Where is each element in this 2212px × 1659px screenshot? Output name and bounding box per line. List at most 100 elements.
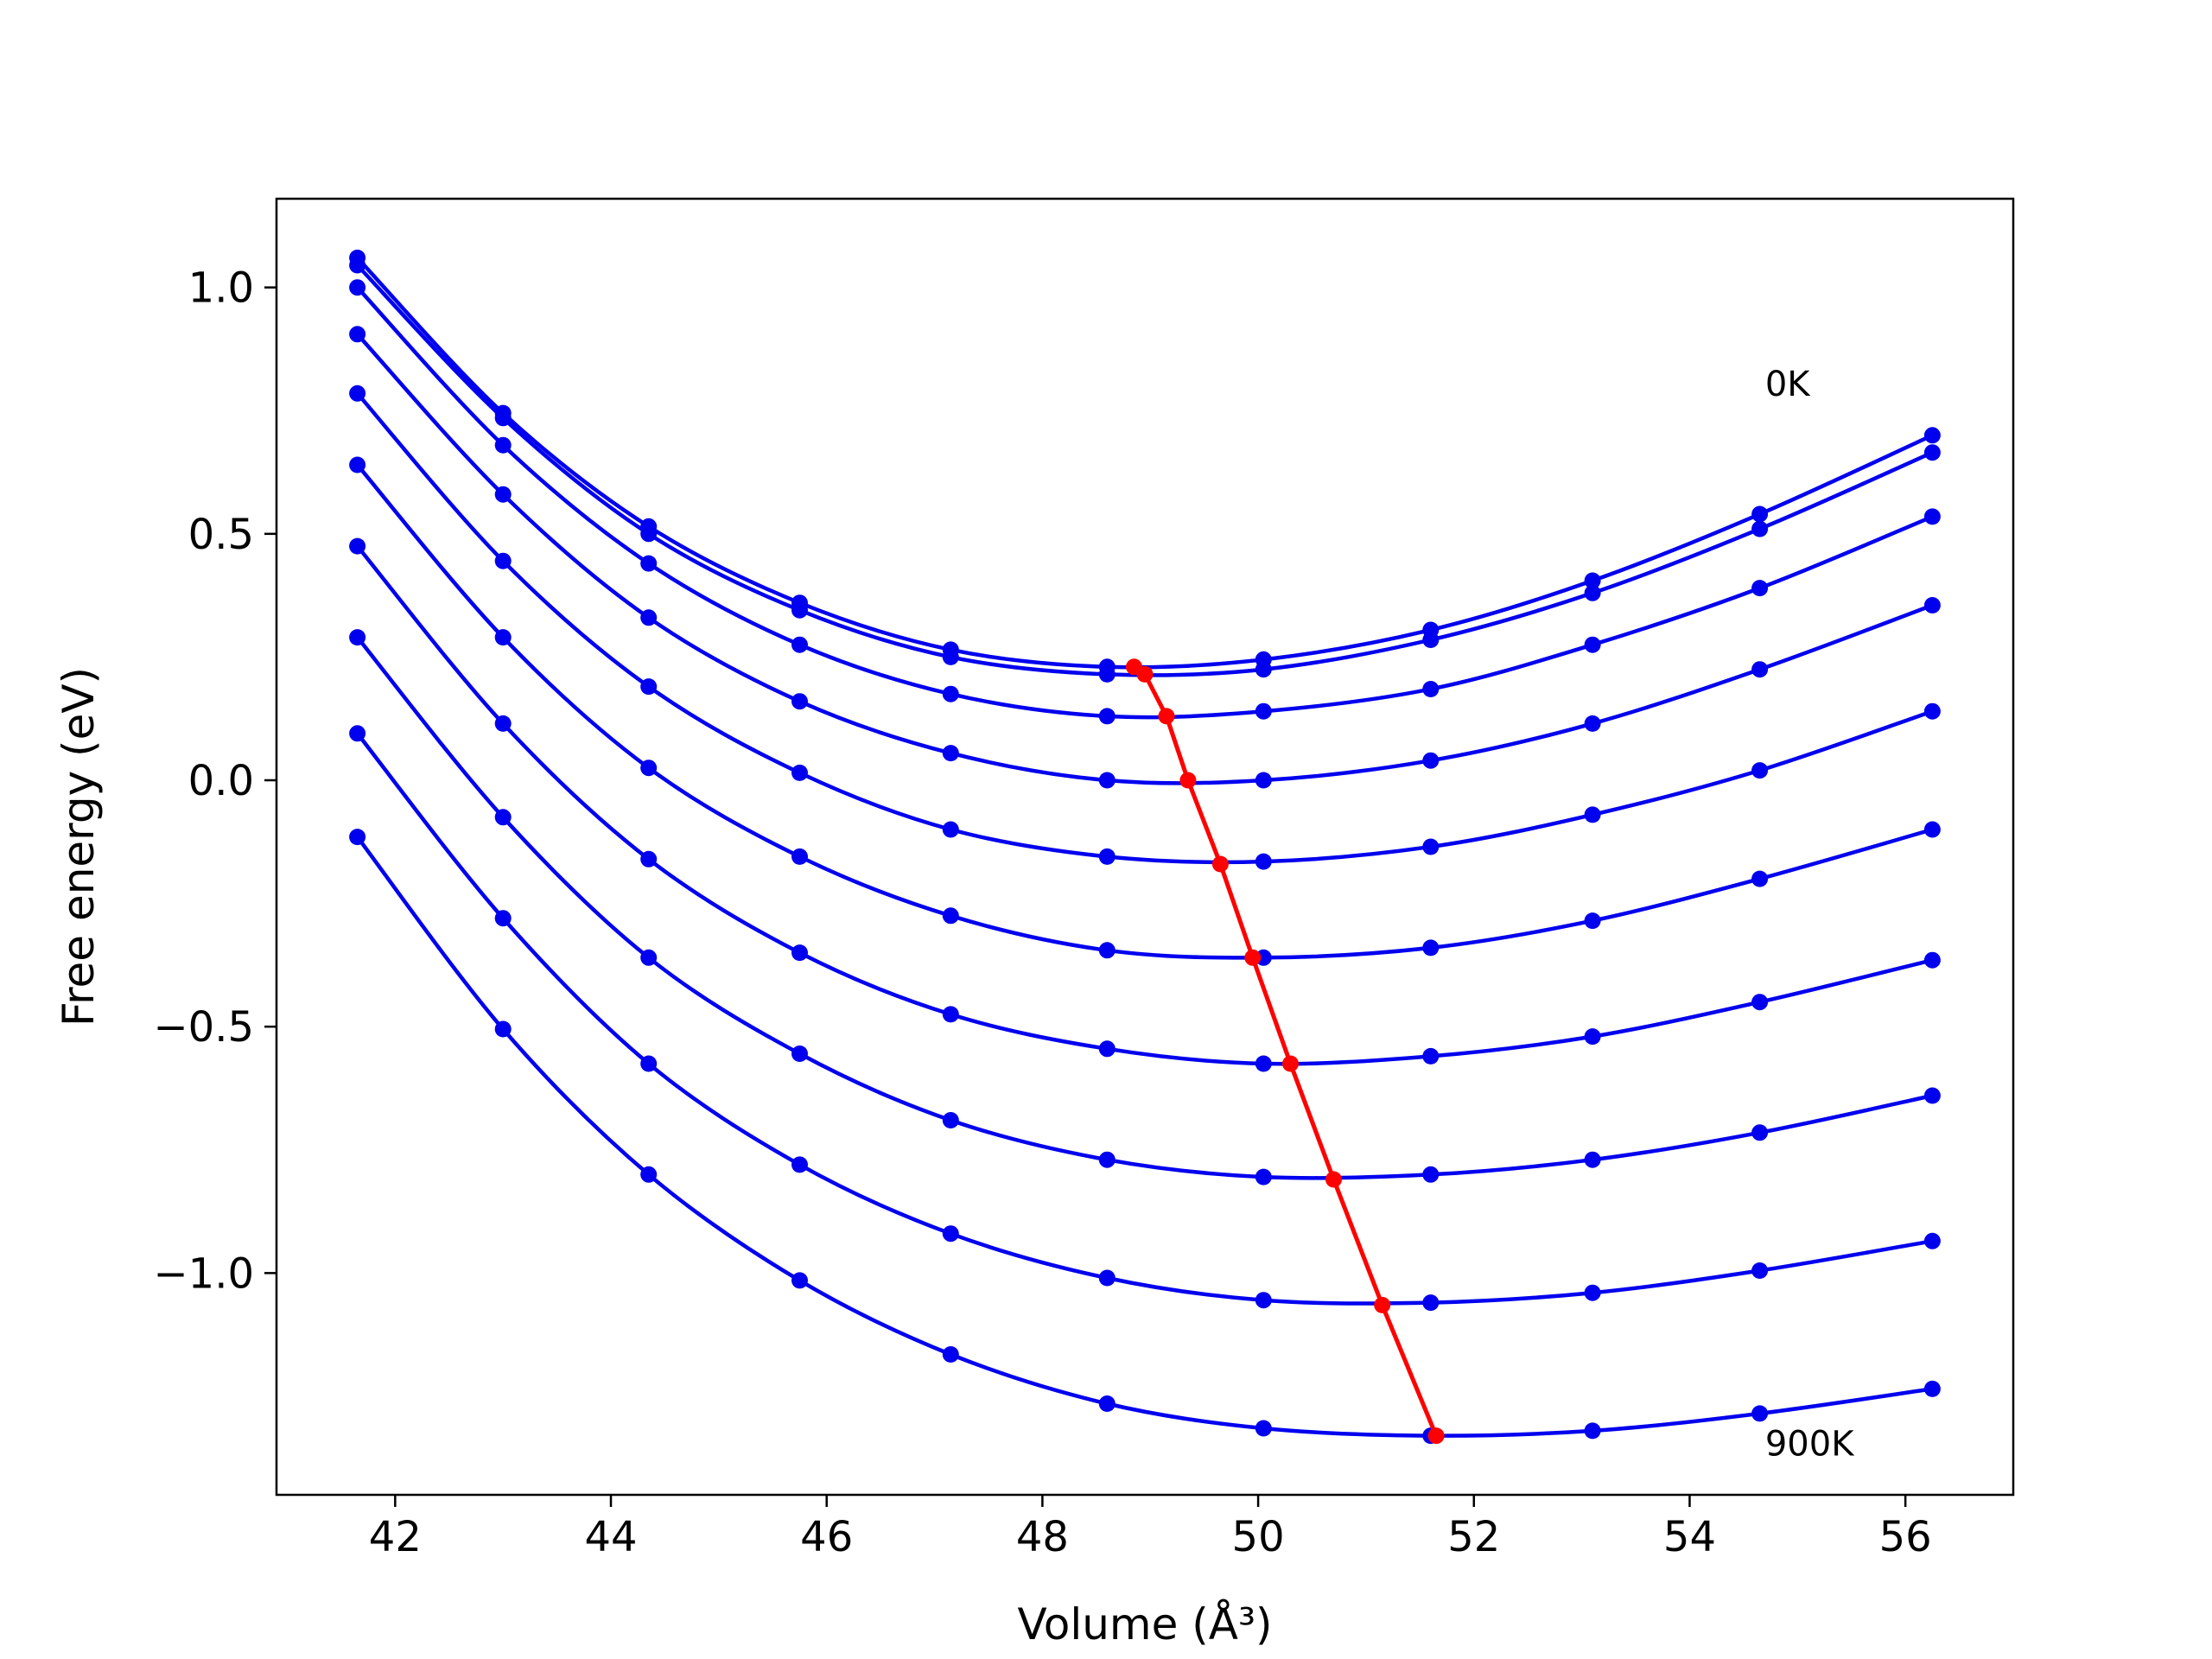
minimum-point-4 bbox=[1211, 855, 1229, 873]
data-point-5-8 bbox=[1584, 912, 1601, 930]
minimum-point-1 bbox=[1136, 665, 1154, 683]
data-point-9-9 bbox=[1751, 1405, 1769, 1422]
data-point-4-6 bbox=[1255, 853, 1272, 870]
data-point-3-6 bbox=[1255, 772, 1272, 789]
data-point-1-2 bbox=[640, 525, 658, 543]
data-point-8-2 bbox=[640, 1055, 658, 1072]
data-point-5-2 bbox=[640, 760, 658, 777]
data-point-8-5 bbox=[1098, 1269, 1116, 1287]
data-point-3-2 bbox=[640, 609, 658, 626]
minimum-point-9 bbox=[1427, 1427, 1445, 1445]
data-point-7-9 bbox=[1751, 1124, 1769, 1141]
data-point-6-7 bbox=[1422, 1047, 1440, 1065]
data-point-3-9 bbox=[1751, 661, 1769, 678]
y-tick-label-1: 0.5 bbox=[188, 511, 254, 559]
x-tick-label-0: 42 bbox=[369, 1513, 422, 1561]
x-tick-label-3: 48 bbox=[1016, 1513, 1069, 1561]
minimum-point-8 bbox=[1374, 1296, 1391, 1313]
data-point-6-10 bbox=[1923, 951, 1941, 969]
x-tick-label-7: 56 bbox=[1879, 1513, 1932, 1561]
series-curve-5 bbox=[355, 463, 1934, 960]
data-point-5-10 bbox=[1923, 821, 1941, 838]
data-point-0-8 bbox=[1584, 572, 1601, 589]
data-point-9-2 bbox=[640, 1166, 658, 1183]
data-point-8-9 bbox=[1751, 1262, 1769, 1279]
minima-trend-line bbox=[1133, 664, 1439, 1437]
minimum-point-6 bbox=[1282, 1055, 1299, 1072]
y-axis-ticks: 1.0 0.5 0.0 −0.5 −1.0 bbox=[153, 264, 276, 1298]
data-point-7-3 bbox=[791, 1046, 808, 1062]
data-point-7-5 bbox=[1098, 1151, 1116, 1168]
data-point-6-5 bbox=[1098, 1040, 1116, 1058]
data-point-9-5 bbox=[1098, 1395, 1116, 1412]
data-point-1-5 bbox=[1098, 665, 1116, 683]
data-point-6-3 bbox=[791, 944, 808, 962]
series-curves bbox=[355, 256, 1934, 1438]
data-point-5-9 bbox=[1751, 870, 1769, 887]
data-point-2-10 bbox=[1923, 508, 1941, 525]
data-point-6-4 bbox=[942, 1006, 959, 1023]
minimum-point-7 bbox=[1325, 1171, 1342, 1188]
data-point-8-4 bbox=[942, 1225, 959, 1243]
series-curve-0 bbox=[355, 256, 1934, 670]
minima-line bbox=[1126, 658, 1445, 1445]
data-point-1-3 bbox=[791, 601, 808, 619]
x-tick-label-2: 46 bbox=[800, 1513, 853, 1561]
data-point-2-8 bbox=[1584, 636, 1601, 653]
data-point-7-6 bbox=[1255, 1168, 1272, 1185]
data-point-7-2 bbox=[640, 949, 658, 966]
data-point-7-10 bbox=[1923, 1087, 1941, 1104]
data-point-4-1 bbox=[494, 552, 512, 569]
data-point-7-0 bbox=[349, 629, 366, 646]
data-point-4-3 bbox=[791, 764, 808, 781]
data-point-4-5 bbox=[1098, 848, 1116, 865]
data-point-5-4 bbox=[942, 907, 959, 925]
y-tick-label-0: 1.0 bbox=[188, 264, 254, 313]
x-tick-label-1: 44 bbox=[584, 1513, 637, 1561]
y-tick-label-2: 0.0 bbox=[188, 757, 254, 805]
data-point-2-1 bbox=[494, 436, 512, 454]
data-point-9-0 bbox=[349, 829, 366, 846]
data-point-7-4 bbox=[942, 1112, 959, 1128]
data-point-6-8 bbox=[1584, 1028, 1601, 1046]
data-point-4-8 bbox=[1584, 806, 1601, 823]
data-point-5-0 bbox=[349, 456, 366, 474]
curve-annotations: 0K 900K bbox=[1765, 365, 1855, 1464]
data-point-1-10 bbox=[1923, 444, 1941, 461]
series-curve-7 bbox=[355, 636, 1933, 1180]
data-point-9-10 bbox=[1923, 1380, 1941, 1397]
data-point-8-1 bbox=[494, 910, 512, 927]
data-point-6-1 bbox=[494, 715, 512, 732]
data-point-1-6 bbox=[1255, 661, 1272, 678]
series-markers bbox=[349, 249, 1941, 1445]
data-point-2-2 bbox=[640, 555, 658, 572]
data-point-2-9 bbox=[1751, 580, 1769, 597]
data-point-8-3 bbox=[791, 1156, 808, 1173]
data-point-5-1 bbox=[494, 629, 512, 646]
minimum-point-2 bbox=[1158, 708, 1175, 725]
data-point-9-6 bbox=[1255, 1420, 1272, 1437]
data-point-7-8 bbox=[1584, 1151, 1601, 1168]
data-point-2-7 bbox=[1422, 681, 1440, 697]
data-point-3-5 bbox=[1098, 772, 1116, 789]
data-point-7-1 bbox=[494, 809, 512, 826]
data-point-4-0 bbox=[349, 385, 366, 402]
series-curve-2 bbox=[355, 286, 1934, 720]
data-point-4-4 bbox=[942, 821, 959, 838]
y-tick-label-4: −1.0 bbox=[153, 1249, 254, 1298]
data-point-3-7 bbox=[1422, 752, 1440, 769]
data-point-8-10 bbox=[1923, 1232, 1941, 1249]
data-point-9-4 bbox=[942, 1346, 959, 1363]
minimum-point-5 bbox=[1244, 949, 1262, 966]
data-point-0-10 bbox=[1923, 427, 1941, 444]
data-point-5-7 bbox=[1422, 939, 1440, 957]
data-point-2-0 bbox=[349, 279, 366, 296]
data-point-9-8 bbox=[1584, 1422, 1601, 1440]
data-point-2-6 bbox=[1255, 702, 1272, 720]
series-curve-6 bbox=[355, 544, 1933, 1066]
series-curve-8 bbox=[355, 732, 1933, 1306]
data-point-1-9 bbox=[1751, 520, 1769, 537]
minimum-point-3 bbox=[1179, 772, 1197, 789]
annotation-0: 0K bbox=[1765, 365, 1811, 404]
data-point-6-9 bbox=[1751, 994, 1769, 1011]
